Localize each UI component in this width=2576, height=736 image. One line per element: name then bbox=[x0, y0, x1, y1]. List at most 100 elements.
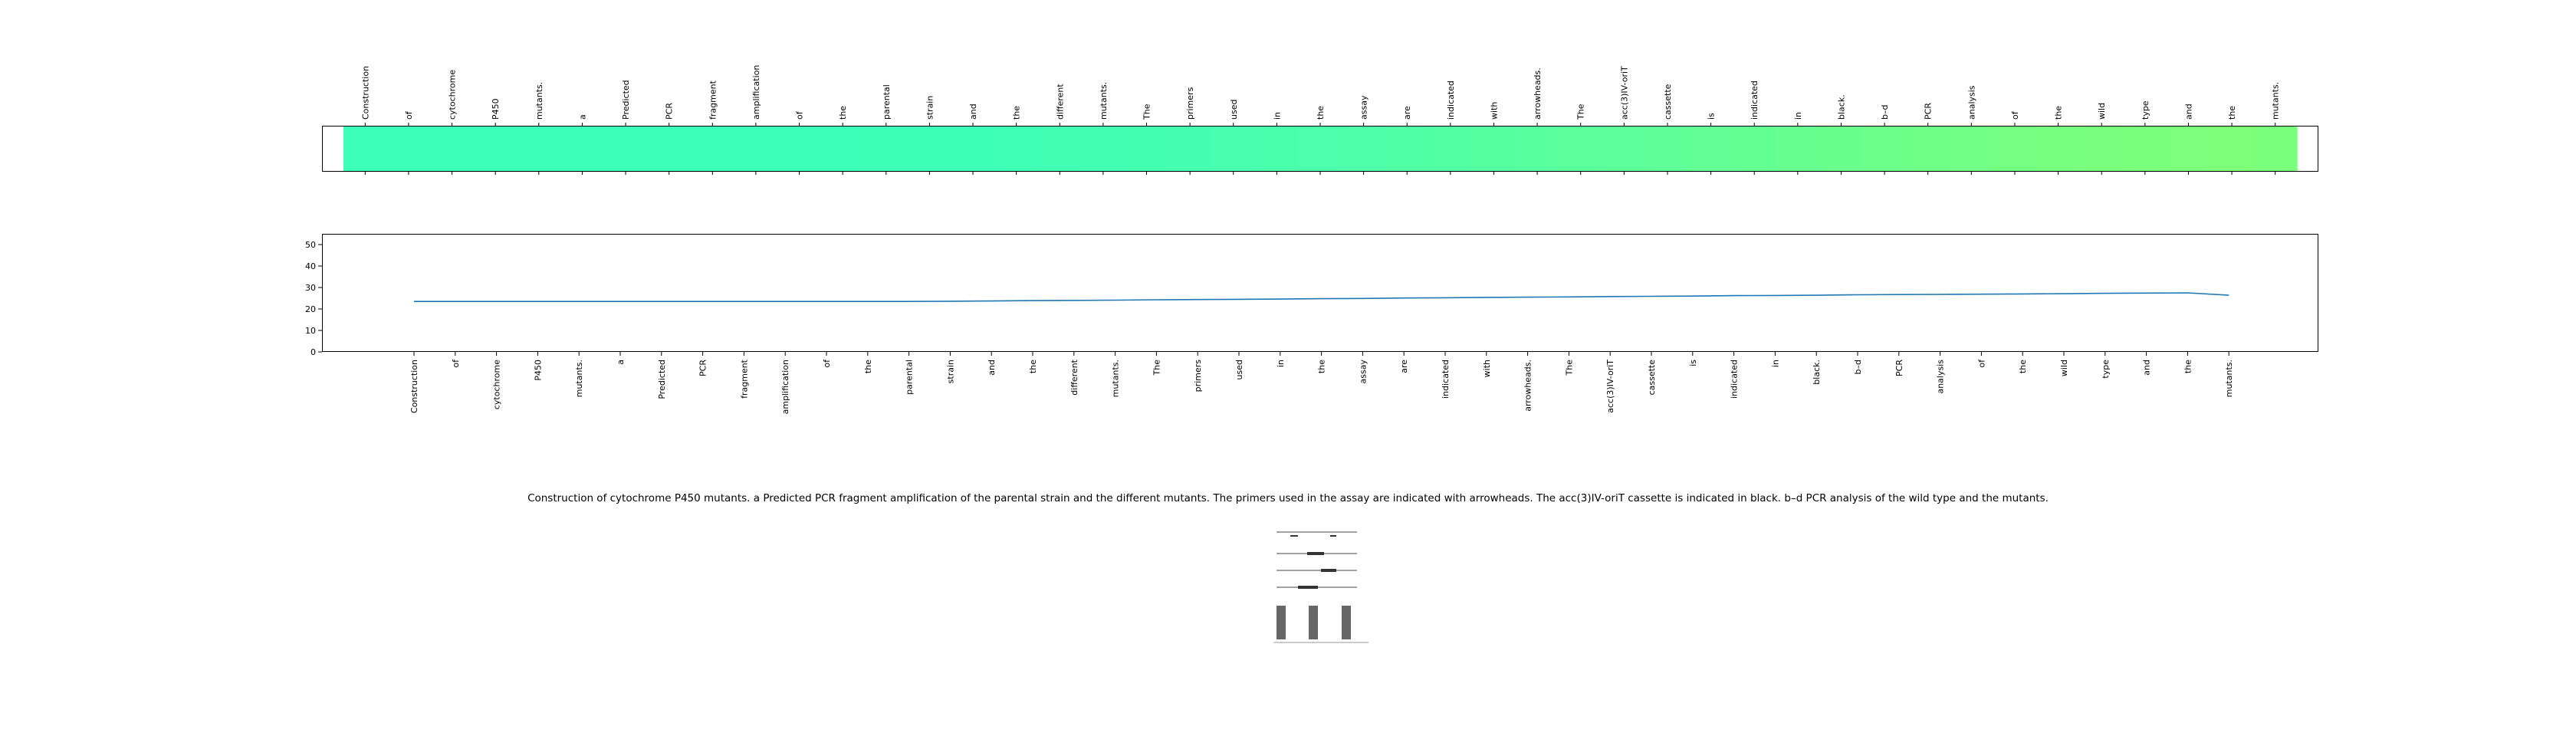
heatmap-token-label: the bbox=[1012, 106, 1022, 120]
score-series-line bbox=[414, 292, 2229, 302]
heatmap-cell bbox=[1732, 126, 1777, 172]
x-axis-token-label: analysis bbox=[1936, 360, 1946, 394]
heatmap-token-label: and bbox=[968, 104, 978, 120]
x-axis-token-label: indicated bbox=[1730, 360, 1740, 399]
y-axis-tick-label: 20 bbox=[305, 304, 316, 314]
x-axis-token-label: PCR bbox=[698, 360, 708, 376]
heatmap-cell bbox=[2079, 126, 2124, 172]
heatmap-cell bbox=[1819, 126, 1864, 172]
x-axis-token-label: The bbox=[1152, 360, 1162, 376]
x-axis-token-label: mutants. bbox=[1111, 360, 1121, 397]
score-line-chart: 0 10 20 30 40 50 Construction of cytochrome P450 m… bbox=[276, 222, 2346, 437]
x-axis-token-label: mutants. bbox=[2224, 360, 2234, 397]
heatmap-token-label: are bbox=[1402, 106, 1412, 120]
x-axis-token-label: Predicted bbox=[657, 360, 667, 399]
x-axis-token-label: of bbox=[822, 359, 832, 368]
figure-thumbnail bbox=[1254, 523, 1376, 646]
heatmap-token-label: with bbox=[1489, 102, 1499, 120]
x-axis-token-label: amplification bbox=[780, 360, 790, 414]
heatmap-token-label: arrowheads. bbox=[1533, 67, 1543, 120]
heatmap-cell bbox=[1776, 126, 1820, 172]
heatmap-cell bbox=[1602, 126, 1647, 172]
gel-figure-icon bbox=[1273, 531, 1368, 643]
heatmap-cell bbox=[343, 126, 388, 172]
x-axis-token-label: the bbox=[1028, 360, 1038, 373]
heatmap-cell bbox=[430, 126, 475, 172]
x-axis-token-label: cytochrome bbox=[492, 360, 502, 409]
heatmap-token-label: acc(3)IV-oriT bbox=[1619, 66, 1629, 120]
x-axis-token-label: black. bbox=[1812, 360, 1822, 385]
heatmap-token-label: mutants. bbox=[2271, 82, 2281, 120]
heatmap-token-label: the bbox=[1316, 106, 1326, 120]
heatmap-cell bbox=[2123, 126, 2167, 172]
heatmap-cell bbox=[386, 126, 431, 172]
attention-heatmap: Construction of cytochrome P450 mutants. a Pre… bbox=[318, 15, 2318, 176]
heatmap-token-label: black. bbox=[1836, 94, 1846, 120]
heatmap-cell bbox=[517, 126, 561, 172]
heatmap-token-label: of bbox=[2010, 110, 2020, 120]
heatmap-cell bbox=[1211, 126, 1256, 172]
heatmap-cell bbox=[1950, 126, 1994, 172]
heatmap-cell bbox=[734, 126, 778, 172]
heatmap-token-label: the bbox=[2227, 106, 2237, 120]
x-axis-token-label: fragment bbox=[739, 359, 749, 399]
x-axis-token-label: acc(3)IV-oriT bbox=[1605, 360, 1615, 413]
x-axis-token-label: and bbox=[987, 360, 997, 376]
heatmap-cell bbox=[1906, 126, 1950, 172]
heatmap-frame bbox=[322, 126, 2318, 172]
heatmap-token-label: PCR bbox=[665, 103, 675, 120]
heatmap-cell bbox=[473, 126, 518, 172]
heatmap-cell bbox=[1168, 126, 1213, 172]
y-axis-tick-label: 40 bbox=[305, 261, 316, 271]
heatmap-token-label: primers bbox=[1185, 87, 1195, 120]
x-axis-token-label: a bbox=[616, 360, 626, 365]
x-axis-token-label: indicated bbox=[1441, 360, 1451, 399]
x-axis-token-label: parental bbox=[905, 360, 915, 395]
heatmap-token-label: Construction bbox=[360, 66, 370, 120]
x-axis-token-label: primers bbox=[1193, 360, 1203, 393]
heatmap-token-label: strain bbox=[925, 96, 935, 120]
x-axis-token-label: used bbox=[1234, 360, 1244, 380]
heatmap-token-label: different bbox=[1055, 84, 1065, 120]
heatmap-cell bbox=[1081, 126, 1125, 172]
heatmap-token-label: a bbox=[577, 114, 587, 120]
x-axis-token-label: Construction bbox=[409, 360, 419, 413]
heatmap-cell bbox=[820, 126, 866, 172]
heatmap-cell bbox=[1862, 126, 1907, 172]
heatmap-token-label: parental bbox=[882, 84, 892, 120]
x-axis-token-label: PCR bbox=[1894, 360, 1904, 376]
heatmap-token-label: PCR bbox=[1924, 103, 1934, 120]
x-axis-token-label: of bbox=[1976, 359, 1986, 368]
heatmap-cell bbox=[864, 126, 909, 172]
y-axis-tick-label: 30 bbox=[305, 283, 316, 293]
x-axis-token-label: the bbox=[2183, 360, 2193, 373]
heatmap-cell bbox=[1385, 126, 1430, 172]
heatmap-cell bbox=[1993, 126, 2037, 172]
heatmap-cell bbox=[2036, 126, 2081, 172]
heatmap-cell bbox=[1342, 126, 1386, 172]
heatmap-cell bbox=[994, 126, 1039, 172]
heatmap-cell bbox=[1515, 126, 1560, 172]
heatmap-token-label: the bbox=[2054, 106, 2064, 120]
x-axis-token-label: the bbox=[2018, 360, 2028, 373]
heatmap-cell bbox=[951, 126, 995, 172]
heatmap-token-label: of bbox=[404, 110, 414, 120]
heatmap-token-label: cassette bbox=[1663, 84, 1673, 120]
heatmap-cell bbox=[603, 126, 648, 172]
line-plot-frame bbox=[322, 234, 2318, 352]
x-axis-token-label: in bbox=[1276, 360, 1286, 367]
heatmap-cell bbox=[647, 126, 692, 172]
heatmap-cell bbox=[560, 126, 605, 172]
x-axis-token-label: the bbox=[1317, 360, 1327, 373]
heatmap-token-label: The bbox=[1576, 104, 1586, 120]
heatmap-cell bbox=[777, 126, 822, 172]
line-plot: 0 10 20 30 40 50 Construction of cytochrome P450 m… bbox=[305, 234, 2318, 414]
heatmap-cell bbox=[1255, 126, 1300, 172]
x-axis-token-label: of bbox=[451, 359, 461, 368]
heatmap-token-label: in bbox=[1793, 112, 1803, 120]
heatmap-token-label: wild bbox=[2097, 103, 2107, 120]
heatmap-token-label: Predicted bbox=[621, 80, 631, 120]
heatmap-token-label: and bbox=[2183, 104, 2193, 120]
x-axis-token-label: cassette bbox=[1647, 360, 1657, 396]
y-axis-tick-label: 0 bbox=[310, 347, 316, 357]
